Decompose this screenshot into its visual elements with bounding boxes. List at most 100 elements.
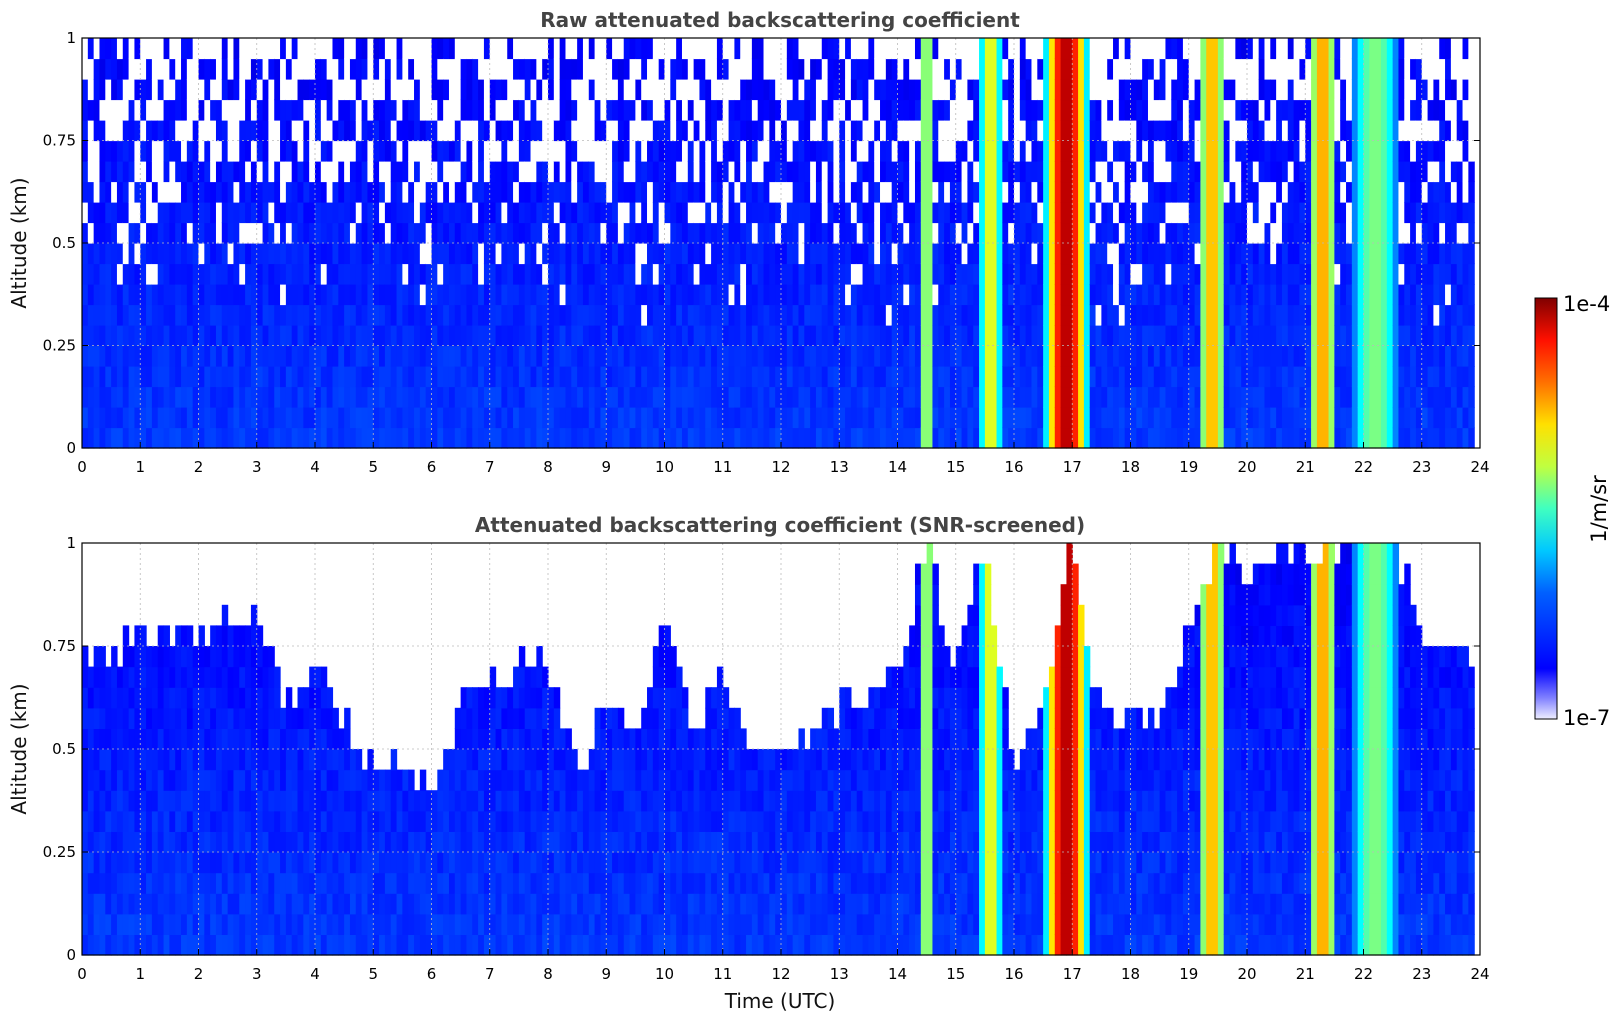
heatmap-cell xyxy=(920,263,928,285)
heatmap-cell xyxy=(1182,58,1190,80)
heatmap-cell xyxy=(82,810,89,832)
heatmap-cell xyxy=(478,325,485,347)
heatmap-cell xyxy=(862,366,869,388)
heatmap-cell xyxy=(600,427,607,449)
heatmap-cell xyxy=(285,161,293,183)
heatmap-cell xyxy=(1380,38,1388,60)
heatmap-cell xyxy=(1182,202,1190,224)
heatmap-cell xyxy=(926,38,934,60)
heatmap-cell xyxy=(775,386,782,408)
heatmap-cell xyxy=(303,58,310,80)
heatmap-cell xyxy=(1328,284,1335,306)
heatmap-cell xyxy=(425,140,433,162)
heatmap-cell xyxy=(460,325,468,347)
heatmap-cell xyxy=(122,161,130,183)
panel-title: Raw attenuated backscattering coefficien… xyxy=(540,8,1020,32)
heatmap-cell xyxy=(967,161,974,183)
heatmap-cell xyxy=(268,140,275,162)
heatmap-cell xyxy=(140,284,147,306)
heatmap-cell xyxy=(1229,386,1236,408)
heatmap-cell xyxy=(530,120,537,142)
heatmap-cell xyxy=(1177,284,1184,306)
heatmap-cell xyxy=(326,284,334,306)
heatmap-cell xyxy=(1107,345,1114,367)
heatmap-cell xyxy=(1287,202,1295,224)
heatmap-cell xyxy=(932,407,939,429)
heatmap-cell xyxy=(1153,263,1161,285)
heatmap-cell xyxy=(926,79,934,101)
heatmap-cell xyxy=(1177,407,1184,429)
heatmap-cell xyxy=(652,427,660,449)
heatmap-cell xyxy=(250,345,258,367)
heatmap-cell xyxy=(984,58,992,80)
heatmap-cell xyxy=(775,181,782,203)
heatmap-cell xyxy=(338,99,345,121)
heatmap-cell xyxy=(192,345,200,367)
heatmap-cell xyxy=(1357,366,1365,388)
heatmap-cell xyxy=(1462,99,1469,121)
heatmap-cell xyxy=(1415,181,1423,203)
heatmap-cell xyxy=(1276,304,1283,326)
heatmap-cell xyxy=(909,284,916,306)
heatmap-cell xyxy=(315,161,322,183)
heatmap-cell xyxy=(472,243,479,265)
heatmap-cell xyxy=(122,386,130,408)
heatmap-cell xyxy=(1107,407,1114,429)
heatmap-cell xyxy=(775,202,782,224)
heatmap-cell xyxy=(82,728,89,750)
heatmap-cell xyxy=(938,366,945,388)
heatmap-cell xyxy=(157,140,165,162)
heatmap-cell xyxy=(565,304,572,326)
heatmap-cell xyxy=(210,345,217,367)
heatmap-cell xyxy=(641,202,648,224)
heatmap-cell xyxy=(757,99,765,121)
heatmap-cell xyxy=(1060,79,1068,101)
heatmap-cell xyxy=(1182,99,1190,121)
heatmap-cell xyxy=(1427,140,1434,162)
heatmap-cell xyxy=(1311,243,1318,265)
heatmap-cell xyxy=(804,161,811,183)
heatmap-cell xyxy=(186,345,194,367)
heatmap-cell xyxy=(914,140,922,162)
heatmap-cell xyxy=(1054,325,1062,347)
heatmap-cell xyxy=(786,181,794,203)
heatmap-cell xyxy=(1264,325,1271,347)
heatmap-cell xyxy=(1025,202,1033,224)
heatmap-cell xyxy=(1322,140,1330,162)
heatmap-cell xyxy=(175,345,182,367)
heatmap-cell xyxy=(1421,222,1429,244)
heatmap-cell xyxy=(437,304,444,326)
heatmap-cell xyxy=(355,161,363,183)
heatmap-cell xyxy=(827,202,835,224)
heatmap-cell xyxy=(600,181,607,203)
heatmap-cell xyxy=(757,161,765,183)
heatmap-cell xyxy=(419,427,427,449)
heatmap-cell xyxy=(1351,202,1359,224)
heatmap-cell xyxy=(507,140,514,162)
heatmap-cell xyxy=(868,181,875,203)
heatmap-cell xyxy=(1258,243,1266,265)
heatmap-cell xyxy=(320,120,328,142)
heatmap-cell xyxy=(192,161,200,183)
heatmap-cell xyxy=(1072,345,1079,367)
heatmap-cell xyxy=(495,140,502,162)
heatmap-cell xyxy=(1316,304,1324,326)
heatmap-cell xyxy=(128,202,136,224)
heatmap-cell xyxy=(175,202,182,224)
heatmap-cell xyxy=(1386,345,1394,367)
heatmap-cell xyxy=(128,79,136,101)
heatmap-cell xyxy=(373,304,380,326)
heatmap-cell xyxy=(757,202,765,224)
heatmap-cell xyxy=(1025,386,1033,408)
heatmap-cell xyxy=(1124,386,1132,408)
heatmap-cell xyxy=(1165,304,1172,326)
heatmap-cell xyxy=(169,58,176,80)
heatmap-cell xyxy=(1334,325,1341,347)
heatmap-cell xyxy=(233,222,240,244)
heatmap-cell xyxy=(1037,263,1044,285)
heatmap-cell xyxy=(1328,120,1335,142)
heatmap-cell xyxy=(1404,202,1411,224)
heatmap-cell xyxy=(1363,120,1370,142)
heatmap-cell xyxy=(1462,222,1469,244)
heatmap-cell xyxy=(1002,120,1009,142)
